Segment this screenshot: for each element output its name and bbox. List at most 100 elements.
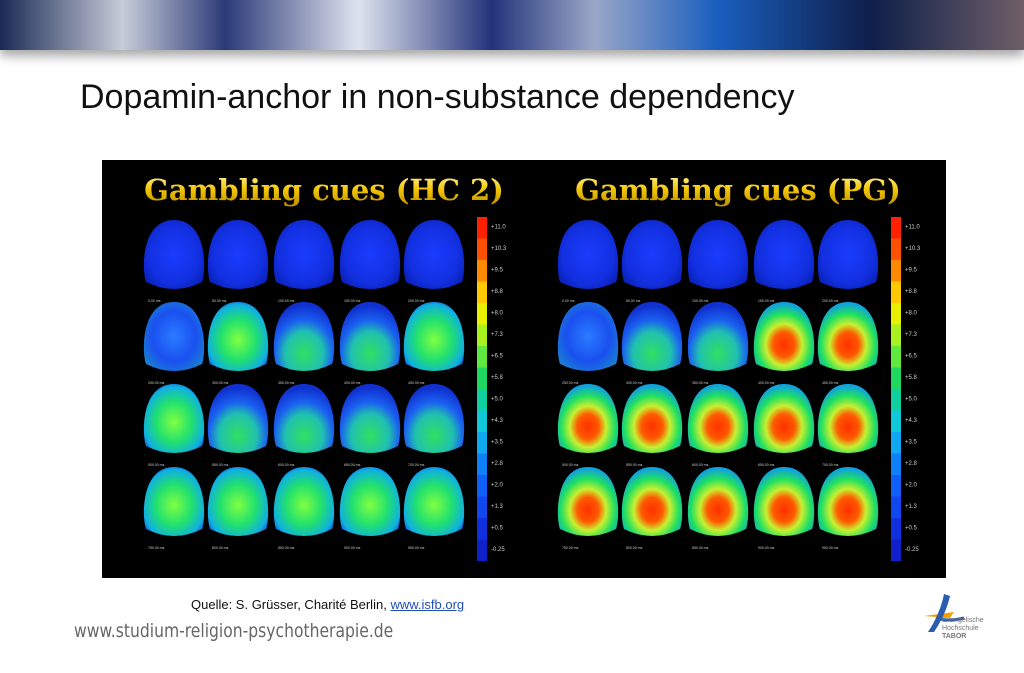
brain-map — [143, 302, 205, 371]
time-label: 150.00 ms — [758, 299, 775, 303]
time-label: 850.00 ms — [692, 546, 709, 550]
brain-map — [557, 220, 619, 289]
scale-label: +3.5 — [491, 440, 504, 446]
brain-map — [207, 384, 269, 453]
scale-label: +6.5 — [905, 354, 918, 360]
colorbar-segment — [477, 281, 487, 303]
brain-map-figure: Gambling cues (HC 2) 0.00 ms 50.00 ms 100.0… — [102, 160, 946, 578]
colorbar-segment — [477, 410, 487, 432]
colorbar-segment — [891, 496, 901, 518]
colorbar-segment — [891, 281, 901, 303]
brain-map — [621, 302, 683, 371]
scale-label: +11.0 — [491, 225, 506, 231]
brain-map — [753, 384, 815, 453]
brain-map — [143, 384, 205, 453]
time-label: 300.00 ms — [626, 381, 643, 385]
time-label: 250.00 ms — [148, 381, 165, 385]
scale-label: +10.3 — [905, 246, 921, 252]
colorbar-segment — [891, 238, 901, 260]
time-label: 800.00 ms — [212, 546, 229, 550]
time-label: 550.00 ms — [212, 463, 229, 467]
time-label: 50.00 ms — [212, 299, 227, 303]
time-label: 600.00 ms — [692, 463, 709, 467]
brain-map — [403, 467, 465, 536]
brain-map — [557, 302, 619, 371]
time-label: 550.00 ms — [626, 463, 643, 467]
brain-map — [817, 467, 879, 536]
time-label: 750.00 ms — [562, 546, 579, 550]
colorbar-segment — [477, 539, 487, 561]
colorbar-segment — [891, 217, 901, 239]
panel-title: Gambling cues (PG) — [575, 173, 901, 207]
source-citation: Quelle: S. Grüsser, Charité Berlin, www.… — [191, 597, 464, 612]
scale-label: -0.25 — [905, 547, 919, 553]
time-label: 400.00 ms — [758, 381, 775, 385]
scale-label: +4.3 — [491, 418, 504, 424]
scale-label: +1.3 — [491, 504, 504, 510]
time-label: 450.00 ms — [822, 381, 839, 385]
time-label: 50.00 ms — [626, 299, 641, 303]
time-label: 500.00 ms — [562, 463, 579, 467]
time-label: 0.00 ms — [148, 299, 161, 303]
scale-label: +8.8 — [905, 289, 918, 295]
colorbar-segment — [477, 453, 487, 475]
time-label: 950.00 ms — [408, 546, 425, 550]
brain-map — [273, 302, 335, 371]
brain-map — [817, 302, 879, 371]
time-label: 950.00 ms — [822, 546, 839, 550]
brain-map — [403, 220, 465, 289]
time-label: 700.00 ms — [408, 463, 425, 467]
colorbar-segment — [891, 260, 901, 282]
scale-label: +5.8 — [905, 375, 918, 381]
brain-map — [557, 467, 619, 536]
brain-map — [621, 384, 683, 453]
colorbar-segment — [891, 539, 901, 561]
colorbar-segment — [891, 432, 901, 454]
scale-label: +0.5 — [905, 526, 918, 532]
colorbar-segment — [891, 475, 901, 497]
source-link[interactable]: www.isfb.org — [390, 597, 465, 612]
colorbar-segment — [477, 432, 487, 454]
footer-url: www.studium-religion-psychotherapie.de — [74, 620, 394, 642]
scale-label: +9.5 — [491, 268, 504, 274]
time-label: 100.00 ms — [692, 299, 709, 303]
colorbar-segment — [477, 389, 487, 411]
colorbar-segment — [891, 346, 901, 368]
brain-map — [403, 302, 465, 371]
source-text: Quelle: S. Grüsser, Charité Berlin, — [191, 597, 387, 612]
scale-label: +5.0 — [491, 397, 504, 403]
colorbar-segment — [477, 496, 487, 518]
scale-label: +9.5 — [905, 268, 918, 274]
brain-map — [339, 302, 401, 371]
logo-text: Evangelische — [942, 617, 984, 624]
colorbar-segment — [891, 518, 901, 540]
time-label: 900.00 ms — [344, 546, 361, 550]
time-label: 150.00 ms — [344, 299, 361, 303]
brain-map — [753, 220, 815, 289]
brain-map — [339, 220, 401, 289]
colorbar-segment — [477, 518, 487, 540]
brain-map — [753, 302, 815, 371]
brain-map — [143, 467, 205, 536]
scale-label: +8.0 — [491, 311, 504, 317]
time-label: 850.00 ms — [278, 546, 295, 550]
scale-label: +2.0 — [905, 483, 918, 489]
time-label: 400.00 ms — [344, 381, 361, 385]
scale-label: +10.3 — [491, 246, 507, 252]
time-label: 800.00 ms — [626, 546, 643, 550]
time-label: 350.00 ms — [278, 381, 295, 385]
logo-mark — [935, 616, 965, 622]
brain-map — [403, 384, 465, 453]
time-label: 650.00 ms — [344, 463, 361, 467]
colorbar-segment — [477, 238, 487, 260]
colorbar-segment — [891, 389, 901, 411]
colorbar-segment — [477, 475, 487, 497]
colorbar-segment — [477, 217, 487, 239]
time-label: 750.00 ms — [148, 546, 165, 550]
scale-label: +2.8 — [491, 461, 504, 467]
colorbar-segment — [891, 303, 901, 325]
brain-map — [621, 467, 683, 536]
time-label: 200.00 ms — [408, 299, 425, 303]
scale-label: +11.0 — [905, 225, 920, 231]
slide-title: Dopamin-anchor in non-substance dependen… — [80, 78, 795, 116]
